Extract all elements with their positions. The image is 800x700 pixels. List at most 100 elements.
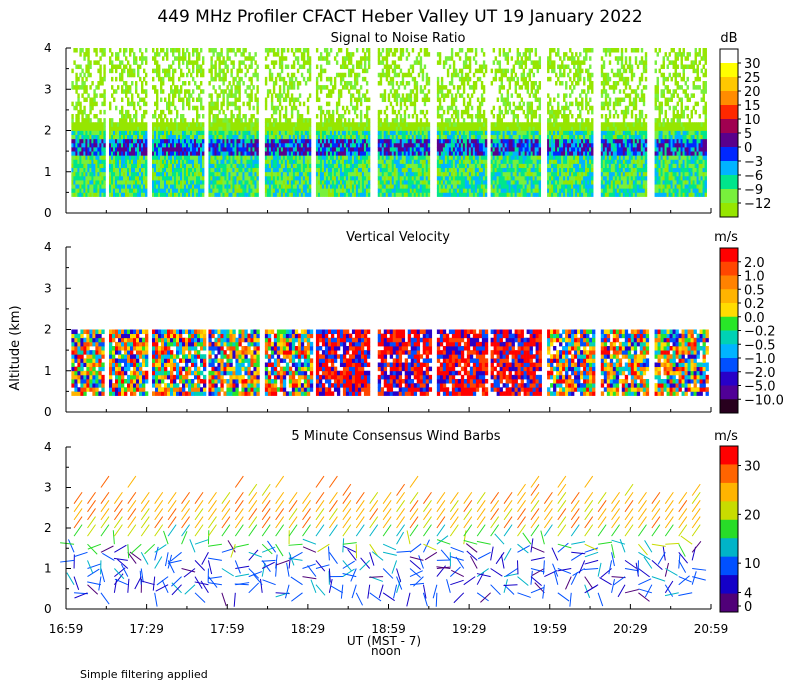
snr-cell bbox=[292, 175, 296, 181]
snr-cell bbox=[113, 155, 116, 160]
snr-cell bbox=[109, 60, 112, 65]
snr-cell bbox=[417, 180, 421, 185]
snr-cell bbox=[379, 184, 383, 189]
snr-cell bbox=[246, 68, 249, 74]
snr-cell bbox=[317, 171, 321, 177]
snr-cell bbox=[343, 138, 347, 144]
snr-cell bbox=[166, 180, 169, 185]
snr-cell bbox=[85, 118, 88, 123]
snr-cell bbox=[109, 118, 112, 123]
snr-cell bbox=[319, 118, 323, 123]
snr-cell bbox=[79, 159, 82, 164]
snr-cell bbox=[97, 159, 100, 164]
snr-cell bbox=[438, 60, 442, 65]
snr-cell bbox=[224, 138, 227, 144]
snr-cell bbox=[329, 126, 333, 131]
snr-cell bbox=[290, 167, 294, 173]
snr-cell bbox=[101, 171, 104, 177]
snr-cell bbox=[268, 126, 272, 131]
snr-cell bbox=[184, 147, 187, 152]
snr-cell bbox=[266, 175, 270, 181]
snr-cell bbox=[234, 89, 237, 94]
snr-cell bbox=[210, 105, 213, 111]
snr-cell bbox=[345, 52, 349, 57]
snr-cell bbox=[361, 184, 365, 189]
snr-cell bbox=[115, 64, 118, 70]
snr-cell bbox=[220, 134, 223, 140]
snr-cell bbox=[226, 188, 229, 193]
snr-cell bbox=[335, 134, 339, 140]
snr-cell bbox=[325, 76, 329, 82]
snr-cell bbox=[335, 151, 339, 156]
snr-cell bbox=[73, 171, 76, 177]
snr-cell bbox=[123, 188, 126, 193]
snr-cell bbox=[413, 60, 417, 65]
snr-cell bbox=[254, 97, 257, 103]
snr-cell bbox=[421, 138, 425, 144]
snr-cell bbox=[154, 60, 157, 65]
snr-cell bbox=[137, 167, 140, 173]
snr-cell bbox=[240, 134, 243, 140]
snr-cell bbox=[351, 155, 355, 160]
snr-cell bbox=[278, 180, 282, 185]
snr-cell bbox=[385, 147, 389, 152]
snr-cell bbox=[381, 188, 385, 193]
snr-cell bbox=[119, 48, 122, 53]
snr-cell bbox=[162, 138, 165, 144]
snr-cell bbox=[192, 163, 195, 169]
snr-cell bbox=[168, 72, 171, 78]
snr-cell bbox=[246, 167, 249, 173]
snr-cell bbox=[274, 105, 278, 111]
snr-cell bbox=[290, 97, 294, 103]
snr-cell bbox=[196, 138, 199, 144]
snr-cell bbox=[89, 151, 92, 156]
snr-cell bbox=[91, 155, 94, 160]
snr-cell bbox=[75, 126, 78, 131]
snr-cell bbox=[238, 89, 241, 94]
snr-cell bbox=[381, 192, 385, 197]
snr-cell bbox=[355, 171, 359, 177]
snr-cell bbox=[238, 68, 241, 74]
snr-cell bbox=[186, 188, 189, 193]
snr-cell bbox=[403, 188, 407, 193]
snr-cell bbox=[341, 60, 345, 65]
snr-cell bbox=[119, 147, 122, 152]
snr-cell bbox=[405, 126, 409, 131]
snr-cell bbox=[145, 142, 148, 148]
snr-cell bbox=[133, 138, 136, 144]
snr-cell bbox=[180, 122, 183, 127]
snr-cell bbox=[339, 142, 343, 148]
snr-cell bbox=[71, 81, 74, 86]
snr-cell bbox=[361, 93, 365, 98]
snr-cell bbox=[270, 188, 274, 193]
snr-cell bbox=[383, 134, 387, 140]
snr-cell bbox=[349, 171, 353, 177]
snr-cell bbox=[391, 155, 395, 160]
snr-cell bbox=[214, 138, 217, 144]
snr-cell bbox=[347, 134, 351, 140]
snr-cell bbox=[256, 101, 259, 107]
snr-cell bbox=[178, 93, 181, 98]
snr-cell bbox=[87, 130, 90, 136]
snr-cell bbox=[154, 134, 157, 140]
snr-cell bbox=[347, 142, 351, 148]
snr-cell bbox=[272, 126, 276, 131]
snr-cell bbox=[353, 192, 357, 197]
snr-cell bbox=[180, 184, 183, 189]
snr-cell bbox=[377, 138, 381, 144]
snr-cell bbox=[397, 167, 401, 173]
snr-cell bbox=[172, 68, 175, 74]
snr-cell bbox=[119, 118, 122, 123]
snr-cell bbox=[242, 138, 245, 144]
snr-cell bbox=[323, 192, 327, 197]
snr-cell bbox=[172, 76, 175, 82]
snr-cell bbox=[232, 134, 235, 140]
snr-cell bbox=[156, 101, 159, 107]
snr-cell bbox=[268, 138, 272, 144]
snr-cell bbox=[319, 72, 323, 78]
snr-cell bbox=[325, 138, 329, 144]
snr-cell bbox=[248, 101, 251, 107]
snr-cell bbox=[383, 175, 387, 181]
snr-cell bbox=[230, 167, 233, 173]
snr-cell bbox=[129, 48, 132, 53]
